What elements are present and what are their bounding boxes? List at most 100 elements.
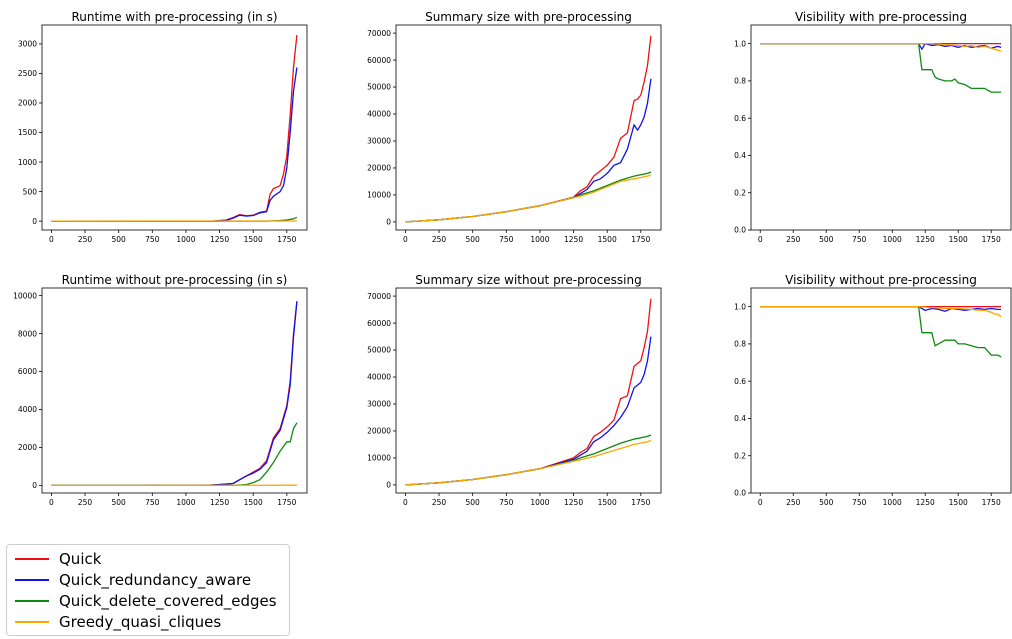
legend-swatch [15,621,49,623]
axes-frame [750,287,1012,494]
x-tick-label: 0 [403,498,408,507]
legend-label: Quick [59,550,102,568]
legend-item-greedy-quasi-cliques: Greedy_quasi_cliques [15,612,285,632]
series-line-quick-delete-covered-edges [405,171,652,223]
legend-label: Quick_redundancy_aware [59,571,252,589]
chart-panel: Runtime without pre-processing (in s) 0 25… [13,273,308,507]
x-tick-label: 250 [78,498,93,507]
y-tick-label: 0.8 [734,340,746,349]
y-tick-label: 50000 [367,346,391,355]
legend: Quick Quick_redundancy_aware Quick_delet… [6,544,290,636]
y-tick-label: 4000 [18,405,37,414]
y-tick-label: 0.0 [734,489,746,498]
legend-label: Quick_delete_covered_edges [59,592,277,610]
y-tick-label: 6000 [18,367,37,376]
y-tick-label: 70000 [367,29,391,38]
y-tick-label: 1000 [18,158,37,167]
series-line-greedy-quasi-cliques [405,439,652,486]
x-tick-label: 500 [466,498,481,507]
y-tick-label: 2000 [18,99,37,108]
x-tick-label: 750 [499,235,514,244]
y-tick-label: 1.0 [734,302,746,311]
x-tick-label: 500 [112,235,127,244]
y-tick-label: 70000 [367,292,391,301]
x-tick-label: 750 [145,235,160,244]
chart-panel: Visibility without pre-processing 0 250 500… [734,273,1012,507]
y-tick-label: 0.4 [734,414,746,423]
y-tick-label: 0.4 [734,151,746,160]
chart-title: Summary size without pre-processing [415,273,641,287]
x-tick-label: 250 [786,498,801,507]
x-tick-label: 1500 [244,235,263,244]
x-tick-label: 1250 [916,235,935,244]
y-tick-label: 10000 [13,291,37,300]
x-tick-label: 1000 [883,498,902,507]
x-tick-label: 500 [466,235,481,244]
y-tick-label: 500 [23,187,38,196]
legend-swatch [15,558,49,560]
x-tick-label: 1750 [631,235,650,244]
x-tick-label: 250 [432,498,447,507]
x-tick-label: 500 [112,498,127,507]
chart-title: Summary size with pre-processing [425,10,632,24]
x-tick-label: 500 [819,235,834,244]
y-tick-label: 0 [32,481,37,490]
y-tick-label: 0.2 [734,188,746,197]
x-tick-label: 1750 [982,235,1001,244]
x-tick-label: 0 [403,235,408,244]
series-line-quick-redundancy-aware [760,305,1002,312]
x-tick-label: 0 [49,235,54,244]
x-tick-label: 1500 [598,235,617,244]
x-tick-label: 1750 [631,498,650,507]
series-line-quick-redundancy-aware [51,301,298,487]
x-tick-label: 750 [145,498,160,507]
series-line-quick [51,301,298,487]
x-tick-label: 1750 [277,235,296,244]
y-tick-label: 1500 [18,128,37,137]
chart-panel: Summary size with pre-processing 0 250 500 7… [367,10,662,244]
axes-frame [750,24,1012,231]
x-tick-label: 1000 [176,235,195,244]
y-tick-label: 10000 [367,191,391,200]
y-tick-label: 0.2 [734,451,746,460]
legend-item-quick: Quick [15,549,285,569]
y-tick-label: 0 [386,481,391,490]
x-tick-label: 0 [49,498,54,507]
x-tick-label: 1000 [883,235,902,244]
legend-item-quick-redundancy-aware: Quick_redundancy_aware [15,570,285,590]
x-tick-label: 1500 [949,498,968,507]
x-tick-label: 250 [786,235,801,244]
series-line-quick-redundancy-aware [405,78,652,223]
legend-item-quick-delete-covered-edges: Quick_delete_covered_edges [15,591,285,611]
chart-title: Runtime with pre-processing (in s) [71,10,277,24]
x-tick-label: 750 [852,498,867,507]
series-line-quick-delete-covered-edges [760,305,1002,358]
y-tick-label: 0 [32,217,37,226]
x-tick-label: 1000 [530,498,549,507]
x-tick-label: 1250 [564,235,583,244]
x-tick-label: 1750 [982,498,1001,507]
series-line-greedy-quasi-cliques [405,174,652,223]
axes-frame [395,24,662,231]
y-tick-label: 30000 [367,400,391,409]
series-line-quick-delete-covered-edges [760,42,1002,93]
y-tick-label: 2500 [18,69,37,78]
y-tick-label: 20000 [367,164,391,173]
y-tick-label: 8000 [18,329,37,338]
series-line-greedy-quasi-cliques [760,42,1002,52]
x-tick-label: 1500 [598,498,617,507]
chart-panel: Runtime with pre-processing (in s) 0 250 50… [18,10,308,244]
series-line-quick-redundancy-aware [405,336,652,486]
axes-frame [41,287,308,494]
series-line-quick [51,34,298,222]
legend-swatch [15,579,49,581]
y-tick-label: 50000 [367,83,391,92]
y-tick-label: 0.6 [734,377,746,386]
x-tick-label: 250 [432,235,447,244]
y-tick-label: 1.0 [734,39,746,48]
chart-title: Visibility without pre-processing [785,273,977,287]
chart-panel: Summary size without pre-processing 0 250 5… [367,273,662,507]
x-tick-label: 1000 [530,235,549,244]
series-line-quick-redundancy-aware [51,67,298,222]
